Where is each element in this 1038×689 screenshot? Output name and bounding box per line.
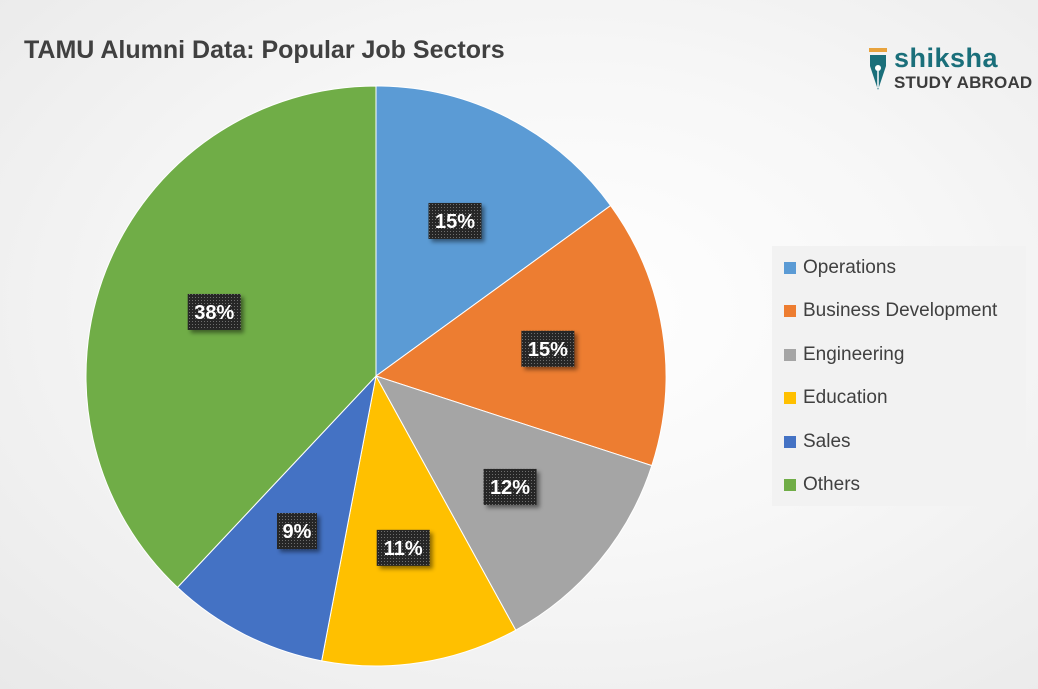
legend-item-business-development: Business Development	[772, 299, 1026, 342]
pie-slice-education	[321, 374, 517, 667]
legend-swatch	[784, 392, 796, 405]
pen-nib-icon	[869, 48, 887, 90]
legend-swatch	[784, 262, 796, 274]
brand-name: shiksha	[894, 43, 999, 73]
legend-label: Education	[803, 387, 888, 409]
brand-logo: shiksha STUDY ABROAD	[866, 43, 1032, 96]
pie-slice-others	[85, 85, 377, 589]
data-label-business-development: 15%	[521, 330, 575, 367]
legend-item-sales: Sales	[772, 430, 1026, 473]
legend-item-others: Others	[772, 473, 1026, 516]
legend-label: Business Development	[803, 300, 998, 322]
data-label-engineering: 12%	[483, 468, 537, 505]
pie-slice-business-development	[374, 204, 667, 467]
pie-slice-sales	[176, 374, 377, 662]
svg-text:15%: 15%	[435, 211, 475, 233]
legend-item-operations: Operations	[772, 256, 1026, 299]
legend-item-education: Education	[772, 386, 1026, 429]
legend-item-engineering: Engineering	[772, 343, 1026, 386]
legend-label: Others	[803, 473, 861, 495]
legend-label: Sales	[803, 430, 851, 452]
data-label-sales: 9%	[277, 513, 318, 550]
data-label-education: 11%	[376, 529, 430, 566]
svg-text:38%: 38%	[194, 302, 234, 324]
chart-legend: Operations Business Development Engineerin…	[772, 246, 1026, 506]
legend-label: Engineering	[803, 343, 905, 365]
svg-text:11%: 11%	[384, 538, 423, 560]
chart-title: TAMU Alumni Data: Popular Job Sectors	[24, 36, 505, 64]
legend-swatch	[784, 305, 796, 318]
legend-swatch	[784, 478, 796, 491]
svg-text:9%: 9%	[283, 521, 312, 543]
svg-text:12%: 12%	[490, 477, 530, 499]
pie-slice-operations	[375, 85, 612, 377]
data-label-others: 38%	[187, 293, 241, 330]
legend-swatch	[784, 348, 796, 361]
svg-text:15%: 15%	[528, 339, 568, 361]
legend-swatch	[784, 435, 796, 448]
brand-subtitle: STUDY ABROAD	[894, 73, 1033, 92]
data-label-operations: 15%	[428, 202, 482, 239]
legend-label: Operations	[803, 257, 896, 278]
